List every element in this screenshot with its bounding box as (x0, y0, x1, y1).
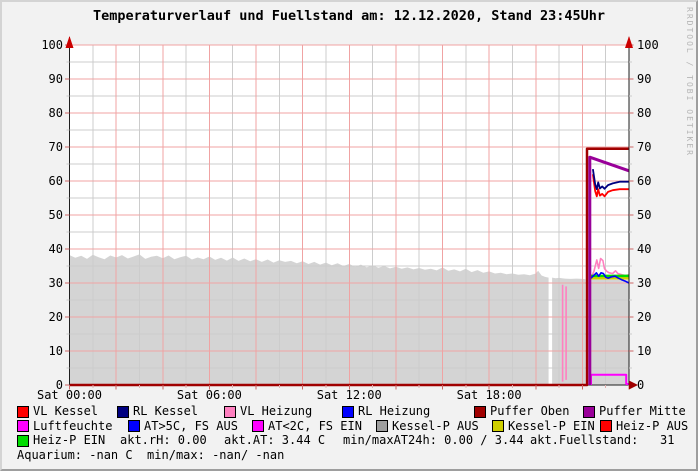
y-tick-label-right: 10 (637, 343, 652, 358)
y-tick-label-right: 90 (637, 71, 652, 86)
y-tick-label-left: 30 (48, 275, 63, 290)
x-tick-label: Sat 00:00 (36, 388, 103, 402)
y-tick-label-left: 40 (48, 241, 63, 256)
y-tick-label-right: 40 (637, 241, 652, 256)
y-tick-label-left: 100 (41, 37, 63, 52)
y-tick-label-right: 80 (637, 105, 652, 120)
y-tick-label-left: 10 (48, 343, 63, 358)
legend-item: Puffer Oben (474, 405, 569, 418)
legend-item: Kessel-P EIN (492, 418, 595, 433)
legend-item: RL Kessel (117, 405, 198, 418)
x-tick-label: Sat 06:00 (176, 388, 242, 402)
legend-label: min/maxAT24h: 0.00 / 3.44 (343, 433, 524, 447)
y-tick-label-right: 30 (637, 275, 652, 290)
legend-item: Kessel-P AUS (376, 418, 479, 433)
legend-swatch (17, 405, 29, 418)
legend-swatch (492, 420, 504, 432)
legend-label: akt.Fuellstand: 31 (530, 433, 675, 447)
y-tick-label-right: 70 (637, 139, 652, 154)
legend-label: Heiz-P EIN (33, 433, 106, 447)
legend-stat: akt.AT: 3.44 C (224, 434, 325, 447)
legend-swatch (376, 420, 388, 432)
x-tick-label: Sat 18:00 (456, 388, 522, 402)
legend-label: VL Kessel (33, 404, 99, 418)
chart-title: Temperaturverlauf und Fuellstand am: 12.… (92, 8, 606, 24)
y-tick-label-right: 60 (637, 173, 652, 188)
legend-label: RL Kessel (133, 404, 199, 418)
legend-label: Kessel-P AUS (392, 418, 479, 433)
legend-item: RL Heizung (342, 405, 430, 418)
legend-label: Luftfeuchte (33, 418, 113, 433)
legend-item: VL Kessel (17, 405, 98, 418)
legend-label: RL Heizung (358, 404, 431, 418)
legend-swatch (17, 434, 29, 447)
legend-item: Heiz-P EIN (17, 434, 105, 447)
y-tick-label-left: 0 (55, 377, 63, 392)
legend-swatch (342, 405, 354, 418)
x-tick-label: Sat 12:00 (316, 388, 382, 402)
legend-item: AT<2C, FS EIN (252, 418, 362, 433)
legend-item: Puffer Mitte (583, 405, 686, 418)
y-tick-label-right: 20 (637, 309, 652, 324)
y-tick-label-right: 0 (637, 377, 645, 392)
legend-label: akt.rH: 0.00 (120, 433, 207, 447)
legend-swatch (600, 420, 612, 432)
legend-swatch (117, 405, 129, 418)
legend-stat: Aquarium: -nan C min/max: -nan/ -nan (17, 447, 285, 462)
y-tick-label-left: 20 (48, 309, 63, 324)
legend-label: Kessel-P EIN (508, 418, 595, 433)
legend-swatch (252, 420, 264, 432)
legend-swatch (17, 420, 29, 432)
y-tick-label-right: 100 (637, 37, 659, 52)
legend-item: AT>5C, FS AUS (128, 418, 238, 433)
y-tick-label-left: 90 (48, 71, 63, 86)
legend-item: Luftfeuchte (17, 418, 113, 433)
legend-label: AT>5C, FS AUS (144, 418, 238, 433)
legend-stat: min/maxAT24h: 0.00 / 3.44 (343, 434, 524, 447)
legend-swatch (128, 420, 140, 432)
y-tick-label-right: 50 (637, 207, 652, 222)
legend-stat: akt.rH: 0.00 (120, 434, 207, 447)
legend-swatch (224, 405, 236, 418)
legend-label: akt.AT: 3.44 C (224, 433, 326, 447)
legend-label: Puffer Mitte (599, 404, 686, 418)
legend-label: Heiz-P AUS (616, 418, 689, 433)
legend-label: AT<2C, FS EIN (268, 418, 362, 433)
legend-label: Puffer Oben (490, 404, 570, 418)
legend-stat: akt.Fuellstand: 31 (530, 434, 675, 447)
y-tick-label-left: 70 (48, 139, 63, 154)
y-tick-label-left: 60 (48, 173, 63, 188)
legend-swatch (474, 405, 486, 418)
y-tick-label-left: 50 (48, 207, 63, 222)
legend-item: Heiz-P AUS (600, 418, 689, 433)
legend-label: VL Heizung (240, 404, 313, 418)
legend-item: VL Heizung (224, 405, 312, 418)
legend-label: Aquarium: -nan C min/max: -nan/ -nan (17, 447, 285, 462)
rrdtool-watermark: RRDTOOL / TOBI OETIKER (685, 7, 694, 157)
legend-swatch (583, 405, 595, 418)
y-tick-label-left: 80 (48, 105, 63, 120)
